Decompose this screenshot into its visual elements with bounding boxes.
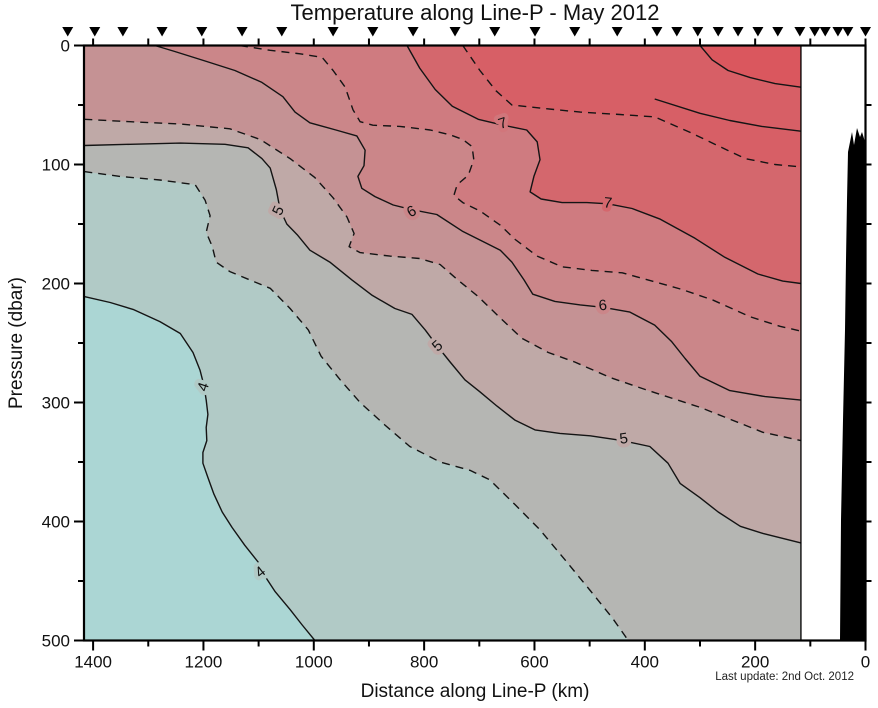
station-marker: [117, 27, 129, 37]
y-axis-label: Pressure (dbar): [6, 277, 27, 409]
contour-5-solid: [84, 142, 802, 544]
station-marker: [692, 27, 704, 37]
y-tick-label: 0: [61, 37, 70, 56]
station-marker: [671, 27, 683, 37]
x-tick-label: 800: [410, 653, 438, 672]
y-tick-label: 300: [42, 394, 70, 413]
x-axis-label: Distance along Line-P (km): [360, 681, 590, 702]
station-marker: [367, 27, 379, 37]
station-marker: [809, 27, 821, 37]
contour-6.5-dashed: [239, 44, 802, 332]
station-marker: [611, 27, 623, 37]
y-tick-label: 400: [42, 513, 70, 532]
station-marker: [62, 27, 74, 37]
station-marker: [276, 27, 288, 37]
station-marker: [196, 27, 208, 37]
contour-6-solid: [154, 44, 801, 401]
contour-7.5-dashed: [462, 45, 801, 168]
x-tick-label: 600: [520, 653, 548, 672]
contour-7-solid: [406, 45, 801, 285]
contour-label-6: 6: [598, 297, 608, 315]
station-marker: [327, 27, 339, 37]
x-tick-label: 1000: [295, 653, 333, 672]
band-above-7.5: [462, 45, 801, 167]
y-tick-label: 100: [42, 156, 70, 175]
contour-label-7: 7: [603, 194, 613, 212]
station-marker: [449, 27, 461, 37]
band-above-8: [700, 45, 801, 88]
station-marker: [236, 27, 248, 37]
plot-frame: [82, 44, 867, 642]
station-marker: [772, 27, 784, 37]
contour-5.5-dashed: [84, 118, 802, 442]
station-marker: [529, 27, 541, 37]
station-marker: [732, 27, 744, 37]
x-tick-label: 400: [631, 653, 659, 672]
station-marker: [752, 27, 764, 37]
station-marker: [407, 27, 419, 37]
station-marker: [860, 27, 871, 37]
station-marker: [712, 27, 724, 37]
contour-4.5-dashed: [84, 170, 629, 641]
station-marker: [89, 27, 101, 37]
station-marker: [819, 27, 831, 37]
y-tick-label: 500: [42, 632, 70, 651]
station-marker: [489, 27, 501, 37]
station-marker: [651, 27, 663, 37]
x-tick-label: 200: [741, 653, 769, 672]
station-marker: [832, 27, 844, 37]
y-tick-label: 200: [42, 275, 70, 294]
contour-8-solid: [654, 98, 801, 132]
x-tick-label: 1400: [74, 653, 112, 672]
last-update-note: Last update: 2nd Oct. 2012: [715, 671, 854, 683]
station-marker: [569, 27, 581, 37]
contour-8-solid: [699, 45, 801, 88]
contour-4-solid: [84, 295, 316, 641]
station-marker: [794, 27, 806, 37]
chart-title: Temperature along Line-P - May 2012: [290, 0, 660, 25]
x-tick-label: 1200: [185, 653, 223, 672]
station-marker: [156, 27, 168, 37]
station-marker: [842, 27, 854, 37]
bathymetry-silhouette: [840, 128, 866, 640]
x-tick-label: 0: [861, 653, 870, 672]
